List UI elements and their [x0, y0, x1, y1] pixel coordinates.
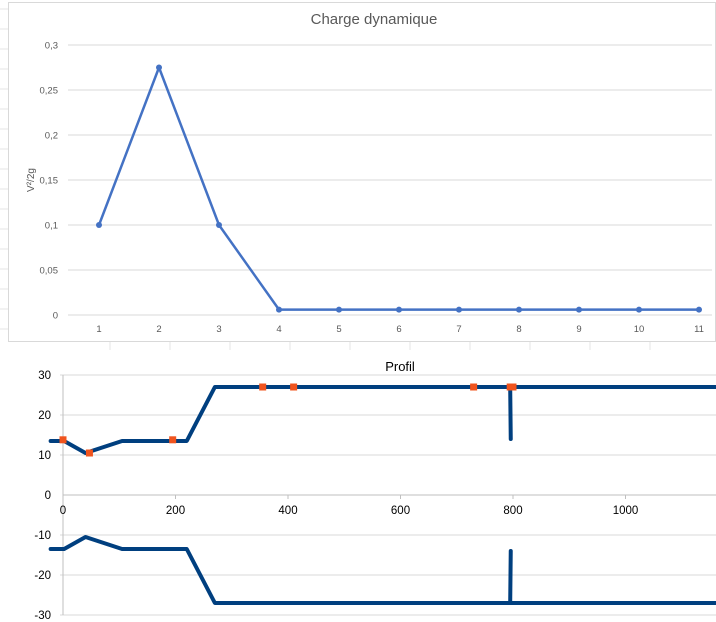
chart1-title: Charge dynamique [311, 11, 438, 28]
chart2-y-tick-label: -30 [34, 610, 51, 622]
chart1-data-point [516, 306, 522, 313]
chart1-series [96, 64, 702, 313]
chart2-y-tick-label: 0 [45, 490, 51, 502]
chart2-title: Profil [385, 359, 415, 374]
chart2-y-tick-labels: -30 -20 -10 0 10 20 30 [34, 370, 51, 622]
chart1-y-tick-label: 0,15 [40, 176, 59, 187]
chart2-marker-point [290, 383, 298, 391]
chart1-data-point [456, 306, 462, 313]
charge-dynamique-chart-area[interactable] [8, 2, 716, 342]
chart2-marker-point [169, 436, 177, 444]
chart2-lower-profile-line [48, 535, 716, 605]
charge-dynamique-chart: 0 0,05 0,1 0,15 0,2 0,25 0,3 1 2 3 4 5 6 7 8 9 10 11 Cha… [26, 11, 712, 335]
chart2-y-tick-label: 10 [38, 450, 51, 462]
chart1-x-tick-labels: 1 2 3 4 5 6 7 8 9 10 11 [96, 324, 704, 335]
chart1-data-point [216, 222, 222, 228]
chart1-x-tick-label: 4 [276, 324, 281, 335]
chart2-x-tick-label: 1000 [613, 505, 639, 517]
chart1-data-point [336, 306, 342, 313]
chart2-series [48, 385, 716, 605]
chart2-y-tick-label: 30 [38, 370, 51, 382]
chart1-gridlines [68, 44, 712, 316]
chart2-marker-point [59, 436, 67, 444]
chart2-gridlines [60, 374, 716, 616]
chart1-data-point [276, 306, 282, 313]
chart1-data-point [396, 306, 402, 313]
chart2-x-tick-label: 400 [278, 505, 297, 517]
chart1-data-point [96, 222, 102, 228]
chart2-y-tick-label: 20 [38, 410, 51, 422]
chart2-x-tick-labels: 0 200 400 600 800 1000 [60, 505, 639, 517]
chart1-x-tick-label: 9 [576, 324, 581, 335]
chart1-y-tick-label: 0 [53, 311, 58, 322]
chart1-x-tick-label: 2 [156, 324, 161, 335]
chart1-y-tick-label: 0,3 [45, 41, 58, 52]
chart2-marker-point [509, 383, 517, 391]
chart1-x-tick-label: 11 [694, 324, 704, 335]
chart1-data-point [636, 306, 642, 313]
chart1-x-tick-label: 6 [396, 324, 401, 335]
chart1-series-line [97, 66, 699, 311]
chart1-x-tick-label: 8 [516, 324, 521, 335]
chart1-x-tick-label: 10 [634, 324, 645, 335]
chart1-data-point [156, 64, 162, 71]
chart2-x-tick-label: 200 [166, 505, 185, 517]
chart1-y-tick-label: 0,1 [45, 221, 58, 232]
chart2-y-tick-label: -20 [34, 570, 51, 582]
chart2-y-tick-label: -10 [34, 530, 51, 542]
chart1-x-tick-label: 5 [336, 324, 341, 335]
chart1-y-tick-label: 0,25 [40, 86, 59, 97]
chart1-x-tick-label: 1 [96, 324, 101, 335]
chart1-y-tick-label: 0,05 [40, 266, 59, 277]
chart2-marker-point [85, 449, 93, 457]
chart1-x-tick-label: 3 [216, 324, 221, 335]
chart2-x-tick-label: 600 [391, 505, 410, 517]
chart1-y-tick-label: 0,2 [45, 131, 58, 142]
chart2-marker-point [259, 383, 267, 391]
chart1-data-point [696, 306, 702, 313]
chart1-x-tick-label: 7 [456, 324, 461, 335]
chart2-upper-profile-line [48, 385, 716, 455]
chart1-y-tick-labels: 0 0,05 0,1 0,15 0,2 0,25 0,3 [40, 41, 59, 322]
chart1-data-point [576, 306, 582, 313]
chart1-y-axis-label: V²/2g [26, 168, 37, 192]
chart2-marker-point [470, 383, 478, 391]
chart2-x-tick-label: 0 [60, 505, 66, 517]
chart2-x-tick-label: 800 [503, 505, 522, 517]
profil-chart: -30 -20 -10 0 10 20 30 0 200 400 600 800 1000 Profi… [34, 359, 716, 622]
chart2-markers [59, 383, 517, 457]
